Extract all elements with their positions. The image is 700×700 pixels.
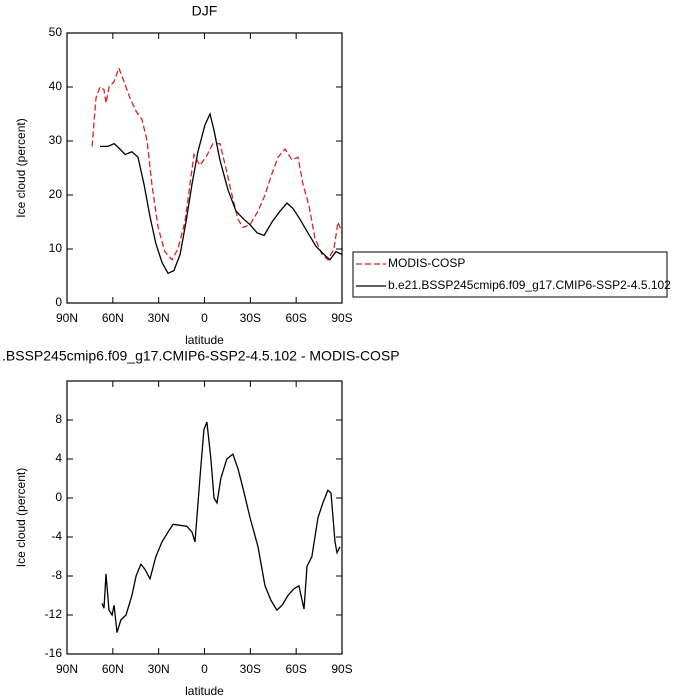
- y-tick-label: -16: [45, 646, 63, 660]
- y-tick-label: 8: [55, 412, 62, 426]
- y-tick-label: 0: [55, 490, 62, 504]
- x-tick-label: 30N: [148, 662, 170, 676]
- y-tick-label: 20: [49, 187, 63, 201]
- y-tick-label: 30: [49, 133, 63, 147]
- y-tick-label: 10: [49, 241, 63, 255]
- x-tick-label: 30N: [148, 311, 170, 325]
- x-tick-label: 60N: [102, 311, 124, 325]
- chart-title: DJF: [192, 3, 218, 19]
- x-tick-label: 90S: [331, 311, 352, 325]
- x-tick-label: 0: [201, 662, 208, 676]
- x-tick-label: 60S: [285, 311, 306, 325]
- x-tick-label: 90N: [56, 662, 78, 676]
- x-tick-label: 30S: [240, 311, 261, 325]
- y-tick-label: -12: [45, 607, 63, 621]
- chart-title: .BSSP245cmip6.f09_g17.CMIP6-SSP2-4.5.102…: [2, 348, 400, 364]
- y-tick-label: 40: [49, 79, 63, 93]
- x-tick-label: 90S: [331, 662, 352, 676]
- plot-frame: [66, 32, 343, 304]
- x-tick-label: 60S: [285, 662, 306, 676]
- plot-frame: [66, 380, 343, 655]
- y-tick-label: 0: [55, 295, 62, 309]
- x-axis-label: latitude: [185, 684, 224, 698]
- y-tick-label: 50: [49, 25, 63, 39]
- y-tick-label: 4: [55, 451, 62, 465]
- x-tick-label: 60N: [102, 662, 124, 676]
- series-line: [91, 66, 343, 261]
- series-line: [100, 112, 343, 275]
- series-line: [101, 421, 341, 633]
- legend-label: b.e21.BSSP245cmip6.f09_g17.CMIP6-SSP2-4.…: [388, 278, 671, 292]
- y-axis-label: Ice cloud (percent): [14, 468, 28, 567]
- x-tick-label: 30S: [240, 662, 261, 676]
- y-tick-label: -8: [51, 568, 62, 582]
- legend-box: [352, 251, 668, 298]
- y-tick-label: -4: [51, 529, 62, 543]
- y-axis-label: Ice cloud (percent): [14, 118, 28, 217]
- x-axis-label: latitude: [185, 333, 224, 347]
- legend-label: MODIS-COSP: [388, 256, 465, 270]
- x-tick-label: 90N: [56, 311, 78, 325]
- x-tick-label: 0: [201, 311, 208, 325]
